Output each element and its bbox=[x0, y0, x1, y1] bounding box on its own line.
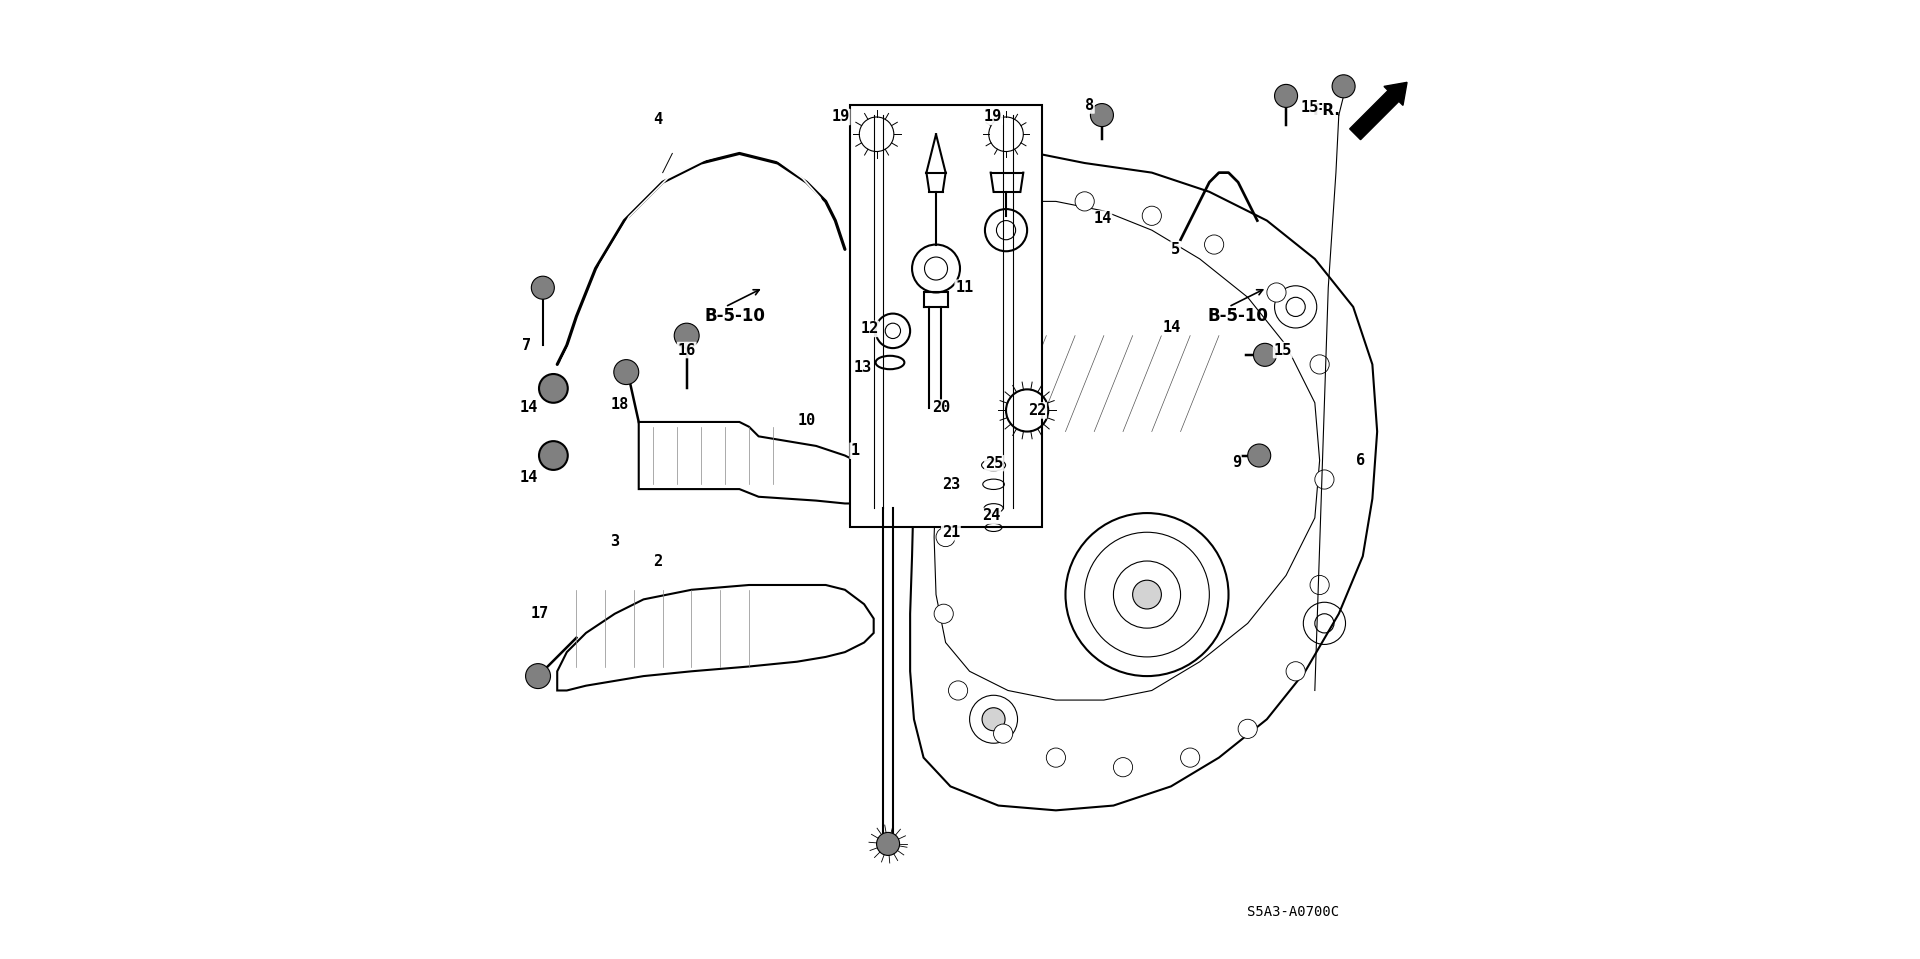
Circle shape bbox=[950, 374, 970, 393]
Text: 20: 20 bbox=[933, 400, 950, 415]
Circle shape bbox=[1091, 104, 1114, 127]
Circle shape bbox=[1181, 748, 1200, 767]
Circle shape bbox=[614, 360, 639, 385]
Circle shape bbox=[1315, 470, 1334, 489]
Text: 25: 25 bbox=[985, 456, 1002, 471]
Text: 11: 11 bbox=[956, 280, 973, 295]
Circle shape bbox=[540, 441, 568, 470]
Text: 19: 19 bbox=[831, 109, 851, 125]
Polygon shape bbox=[639, 422, 874, 503]
Circle shape bbox=[540, 374, 568, 403]
Text: 8: 8 bbox=[1085, 98, 1094, 113]
Circle shape bbox=[1142, 206, 1162, 225]
Text: 7: 7 bbox=[522, 338, 532, 353]
Text: 22: 22 bbox=[1027, 403, 1046, 418]
Circle shape bbox=[1309, 355, 1329, 374]
Text: 15: 15 bbox=[1273, 342, 1292, 358]
Circle shape bbox=[1133, 580, 1162, 609]
Text: 4: 4 bbox=[653, 112, 662, 128]
Text: 3: 3 bbox=[611, 534, 620, 550]
Text: S5A3-A0700C: S5A3-A0700C bbox=[1246, 904, 1338, 919]
Circle shape bbox=[1204, 235, 1223, 254]
Circle shape bbox=[1267, 283, 1286, 302]
Circle shape bbox=[1238, 719, 1258, 738]
Text: 24: 24 bbox=[981, 508, 1000, 524]
Text: 6: 6 bbox=[1356, 453, 1365, 468]
Text: 14: 14 bbox=[520, 400, 538, 415]
Circle shape bbox=[1309, 575, 1329, 595]
Text: FR.: FR. bbox=[1313, 103, 1340, 118]
Circle shape bbox=[993, 724, 1012, 743]
Circle shape bbox=[1286, 662, 1306, 681]
Text: 1: 1 bbox=[851, 443, 860, 458]
Polygon shape bbox=[557, 585, 874, 690]
Text: B-5-10: B-5-10 bbox=[1208, 308, 1269, 325]
Text: 21: 21 bbox=[941, 525, 960, 540]
Text: 15: 15 bbox=[1300, 100, 1319, 115]
Circle shape bbox=[960, 297, 979, 316]
Circle shape bbox=[948, 201, 968, 221]
Text: 23: 23 bbox=[941, 477, 960, 492]
Circle shape bbox=[532, 276, 555, 299]
Circle shape bbox=[1248, 444, 1271, 467]
Text: 19: 19 bbox=[983, 109, 1002, 125]
Text: 10: 10 bbox=[799, 412, 816, 428]
Circle shape bbox=[1114, 758, 1133, 777]
Text: 14: 14 bbox=[1092, 211, 1112, 226]
Text: 2: 2 bbox=[653, 553, 662, 569]
Text: B-5-10: B-5-10 bbox=[705, 308, 764, 325]
Text: 9: 9 bbox=[1233, 455, 1240, 470]
Circle shape bbox=[935, 604, 954, 623]
Circle shape bbox=[960, 230, 979, 249]
Text: 17: 17 bbox=[530, 606, 549, 621]
Circle shape bbox=[1254, 343, 1277, 366]
Circle shape bbox=[1075, 192, 1094, 211]
Text: 5: 5 bbox=[1171, 242, 1181, 257]
Text: 14: 14 bbox=[1162, 320, 1181, 336]
Circle shape bbox=[941, 451, 960, 470]
Circle shape bbox=[877, 832, 900, 855]
Circle shape bbox=[1275, 84, 1298, 107]
Circle shape bbox=[948, 681, 968, 700]
Circle shape bbox=[1008, 187, 1027, 206]
Circle shape bbox=[526, 664, 551, 689]
Text: 12: 12 bbox=[860, 321, 879, 337]
Text: 13: 13 bbox=[854, 360, 872, 375]
Text: 14: 14 bbox=[520, 470, 538, 485]
Bar bbox=[851, 105, 1041, 527]
Circle shape bbox=[981, 708, 1004, 731]
Text: 18: 18 bbox=[611, 397, 630, 412]
Circle shape bbox=[937, 527, 956, 547]
Circle shape bbox=[674, 323, 699, 348]
Circle shape bbox=[1332, 75, 1356, 98]
FancyArrow shape bbox=[1350, 82, 1407, 140]
Circle shape bbox=[1046, 748, 1066, 767]
Text: 16: 16 bbox=[678, 342, 695, 358]
